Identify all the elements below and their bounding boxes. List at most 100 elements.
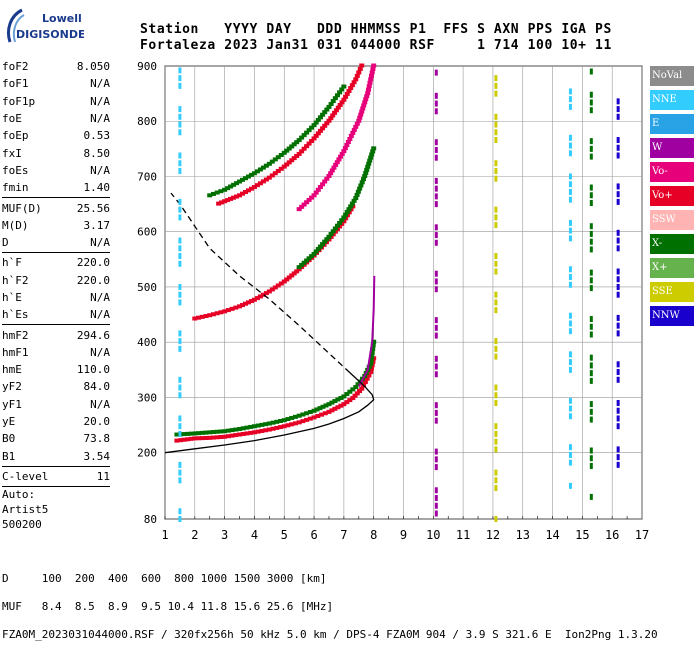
echo-column-mark-x- [589, 145, 593, 152]
echo-mark-x- [337, 220, 343, 225]
echo-column-mark-nne [568, 134, 572, 141]
echo-mark-x- [242, 176, 248, 181]
echo-column-mark-nne [568, 196, 572, 203]
legend-item: SSE [650, 282, 694, 302]
echo-mark-vo- [214, 435, 220, 440]
y-tick-label: 800 [137, 115, 157, 128]
echo-column-mark-w [434, 278, 438, 285]
echo-mark-vo- [203, 435, 209, 440]
echo-column-mark-nne [568, 150, 572, 157]
param-label: h`F2 [2, 273, 29, 287]
echo-column-mark-w [434, 495, 438, 502]
echo-mark-vo- [210, 435, 216, 440]
legend-item: W [650, 138, 694, 158]
echo-mark-x- [369, 152, 375, 157]
echo-mark-x- [314, 407, 320, 412]
legend-item: Vo- [650, 162, 694, 182]
echo-mark-x- [353, 385, 359, 390]
echo-mark-vo- [216, 201, 222, 206]
echo-column-mark-nnw [616, 314, 620, 321]
echo-mark-x- [332, 399, 338, 404]
echo-mark-x- [300, 412, 306, 417]
echo-mark-x- [330, 229, 336, 234]
echo-mark-vo- [334, 160, 340, 165]
echo-mark-vo- [281, 279, 287, 284]
echo-column-mark-nne [178, 299, 182, 306]
param-value: 220.0 [76, 273, 110, 287]
echo-mark-x- [311, 251, 317, 256]
echo-column-mark-nnw [616, 144, 620, 151]
echo-column-mark-w [434, 100, 438, 107]
echo-column-mark-x- [589, 447, 593, 454]
echo-mark-vo- [354, 391, 360, 396]
param-value: 8.050 [76, 60, 110, 74]
echo-mark-vo- [260, 179, 266, 184]
echo-column-mark-nne [568, 173, 572, 180]
echo-mark-x- [248, 172, 254, 177]
echo-mark-x- [368, 155, 374, 160]
echo-column-mark-nnw [616, 198, 620, 205]
echo-mark-x- [269, 159, 275, 164]
echo-column-mark-x- [589, 246, 593, 253]
echo-column-mark-sse [494, 214, 498, 221]
echo-mark-x- [231, 182, 237, 187]
echo-mark-vo- [370, 66, 376, 71]
param-row: hmF2 294.6 [2, 326, 110, 343]
echo-mark-vo- [237, 432, 243, 437]
param-value: 11 [96, 469, 110, 483]
echo-mark-vo- [272, 285, 278, 290]
echo-column-mark-x- [589, 493, 593, 500]
echo-mark-x- [350, 387, 356, 392]
echo-column-mark-x- [589, 230, 593, 237]
echo-mark-vo- [181, 437, 187, 442]
echo-column-mark-nne [568, 320, 572, 327]
echo-column-mark-nne [568, 451, 572, 458]
echo-mark-vo- [296, 207, 302, 212]
echo-mark-vo- [174, 438, 180, 443]
echo-mark-vo- [254, 296, 260, 301]
echo-mark-x- [181, 432, 187, 437]
echo-mark-vo- [263, 428, 269, 433]
echo-mark-vo- [225, 198, 231, 203]
echo-mark-x- [304, 130, 310, 135]
echo-mark-vo- [333, 162, 339, 167]
echo-mark-vo- [341, 97, 347, 102]
echo-mark-x- [326, 234, 332, 239]
echo-mark-x- [225, 186, 231, 191]
echo-mark-vo- [306, 141, 312, 146]
echo-mark-vo- [266, 427, 272, 432]
param-label: foF2 [2, 60, 29, 74]
footer-file-info: FZA0M_2023031044000.RSF / 320fx256h 50 k… [2, 628, 658, 641]
param-row: h`Es N/A [2, 306, 110, 323]
echo-mark-vo- [222, 309, 228, 314]
echo-mark-vo- [371, 63, 377, 68]
echo-mark-x- [291, 142, 297, 147]
param-label: D [2, 236, 9, 250]
param-label: h`Es [2, 308, 29, 322]
echo-column-mark-sse [494, 477, 498, 484]
echo-mark-vo- [185, 437, 191, 442]
echo-column-mark-x- [589, 370, 593, 377]
echo-mark-x- [348, 204, 354, 209]
echo-column-mark-nnw [616, 183, 620, 190]
echo-column-mark-w [434, 487, 438, 494]
echo-column-mark-sse [494, 129, 498, 136]
echo-mark-vo- [294, 154, 300, 159]
echo-mark-x- [281, 418, 287, 423]
echo-mark-vo- [329, 168, 335, 173]
echo-column-mark-nne [568, 351, 572, 358]
echo-column-mark-sse [494, 423, 498, 430]
legend-item: X- [650, 234, 694, 254]
echo-column-mark-nne [178, 121, 182, 128]
echo-mark-x- [355, 382, 361, 387]
echo-mark-vo- [309, 139, 315, 143]
param-row: hmF1 N/A [2, 344, 110, 361]
echo-column-mark-nne [178, 113, 182, 120]
echo-mark-vo- [306, 197, 312, 202]
echo-column-mark-w [434, 224, 438, 231]
x-tick-label: 8 [370, 528, 377, 542]
echo-column-mark-nne [568, 281, 572, 288]
echo-mark-vo- [222, 434, 228, 439]
param-value: 3.17 [83, 218, 111, 232]
echo-column-mark-sse [494, 90, 498, 97]
